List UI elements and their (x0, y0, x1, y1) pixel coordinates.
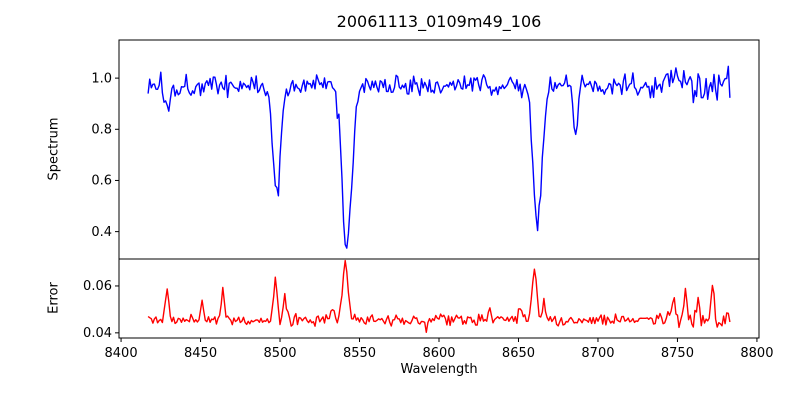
x-tick-label: 8600 (422, 346, 455, 361)
error-panel-frame (118, 258, 760, 339)
x-tick-label: 8800 (740, 346, 773, 361)
chart-title: 20061113_0109m49_106 (336, 12, 542, 31)
spectrum-y-tick-label: 1.0 (91, 71, 112, 86)
x-tick-label: 8750 (661, 346, 694, 361)
error-y-tick-label: 0.06 (83, 279, 112, 294)
spectrum-y-tick-label: 0.8 (91, 122, 112, 137)
x-tick-label: 8550 (343, 346, 376, 361)
spectrum-y-tick-label: 0.4 (91, 225, 112, 240)
x-tick-label: 8450 (184, 346, 217, 361)
error-line (147, 259, 731, 333)
spectrum-y-tick-label: 0.6 (91, 174, 112, 189)
spectrum-line (147, 65, 731, 249)
error-y-tick-label: 0.04 (83, 326, 112, 341)
x-tick-label: 8650 (502, 346, 535, 361)
x-axis-label: Wavelength (400, 362, 478, 377)
x-tick-label: 8400 (105, 346, 138, 361)
x-tick-label: 8700 (581, 346, 614, 361)
x-tick-label: 8500 (263, 346, 296, 361)
spectrum-panel-frame (118, 39, 760, 260)
